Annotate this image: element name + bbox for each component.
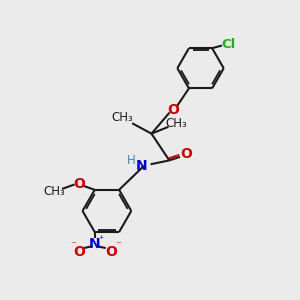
Text: O: O <box>73 245 85 259</box>
Text: O: O <box>73 177 85 191</box>
Text: N: N <box>89 237 100 251</box>
Text: ⁻: ⁻ <box>116 241 122 251</box>
Text: ⁺: ⁺ <box>98 236 103 245</box>
Text: Cl: Cl <box>221 38 236 50</box>
Text: N: N <box>136 159 148 173</box>
Text: CH₃: CH₃ <box>43 184 65 197</box>
Text: H: H <box>127 154 136 167</box>
Text: O: O <box>167 103 179 116</box>
Text: ⁻: ⁻ <box>70 241 76 251</box>
Text: CH₃: CH₃ <box>111 111 133 124</box>
Text: O: O <box>180 147 192 161</box>
Text: O: O <box>106 245 118 259</box>
Text: CH₃: CH₃ <box>166 117 188 130</box>
